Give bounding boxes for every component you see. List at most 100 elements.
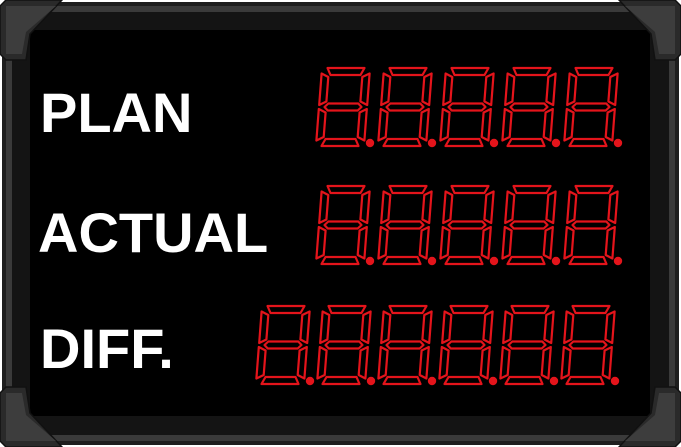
segment-e (563, 225, 575, 260)
digit (501, 184, 561, 266)
segment-g (571, 102, 611, 112)
segment-f (442, 190, 454, 225)
digit (499, 304, 559, 386)
segment-b (604, 310, 616, 345)
segment-e (316, 345, 328, 380)
segment-f (380, 310, 392, 345)
segment-c (356, 107, 368, 142)
segment-d (506, 137, 546, 148)
segment-e (560, 345, 572, 380)
segment-g (447, 220, 487, 230)
segment-d (444, 255, 484, 266)
digit (255, 304, 315, 386)
segment-a (326, 66, 366, 77)
segment-g (385, 102, 425, 112)
decimal-point (427, 256, 437, 266)
corner-cap-top-left (0, 0, 64, 61)
segment-c (357, 345, 369, 380)
segment-e (501, 225, 513, 260)
segment-c (604, 225, 616, 260)
corner-cap-bottom-left (0, 386, 64, 447)
segment-g (568, 340, 608, 350)
segment-e (439, 107, 451, 142)
segment-e (315, 107, 327, 142)
segment-b (421, 310, 433, 345)
segment-g (263, 340, 303, 350)
segment-a (574, 66, 614, 77)
segment-d (382, 255, 422, 266)
segment-b (483, 72, 495, 107)
segment-c (601, 345, 613, 380)
segment-a (450, 66, 490, 77)
segment-a (512, 184, 552, 195)
segment-f (318, 72, 330, 107)
segment-c (540, 345, 552, 380)
segment-e (438, 345, 450, 380)
segment-f (566, 190, 578, 225)
segment-e (563, 107, 575, 142)
segment-e (377, 107, 389, 142)
decimal-point (613, 138, 623, 148)
segment-d (565, 375, 605, 386)
segment-a (266, 304, 306, 315)
digit (563, 66, 623, 148)
corner-cap-bottom-right (617, 386, 681, 447)
decimal-point (613, 256, 623, 266)
segment-d (382, 375, 422, 386)
segment-g (324, 340, 364, 350)
segment-a (326, 184, 366, 195)
segment-a (388, 66, 428, 77)
segment-c (356, 225, 368, 260)
digit (563, 184, 623, 266)
segment-b (607, 72, 619, 107)
segment-d (320, 255, 360, 266)
digit (439, 66, 499, 148)
segment-a (510, 304, 550, 315)
decimal-point (427, 376, 437, 386)
segment-b (359, 190, 371, 225)
segment-d (382, 137, 422, 148)
segment-g (323, 102, 363, 112)
segment-e (501, 107, 513, 142)
diff-digits (255, 304, 620, 386)
digit (560, 304, 620, 386)
segment-g (323, 220, 363, 230)
segment-b (483, 190, 495, 225)
segment-f (441, 310, 453, 345)
segment-g (385, 340, 425, 350)
segment-g (509, 220, 549, 230)
actual-digits (315, 184, 623, 266)
segment-d (321, 375, 361, 386)
segment-e (439, 225, 451, 260)
decimal-point (551, 256, 561, 266)
decimal-point (365, 256, 375, 266)
segment-g (385, 220, 425, 230)
decimal-point (489, 256, 499, 266)
segment-f (502, 310, 514, 345)
segment-c (542, 107, 554, 142)
segment-b (482, 310, 494, 345)
decimal-point (427, 138, 437, 148)
segment-g (571, 220, 611, 230)
segment-a (574, 184, 614, 195)
segment-d (444, 137, 484, 148)
segment-b (543, 310, 555, 345)
digit (377, 184, 437, 266)
segment-f (380, 190, 392, 225)
decimal-point (610, 376, 620, 386)
segment-d (568, 137, 608, 148)
segment-b (359, 72, 371, 107)
digit (315, 66, 375, 148)
segment-c (418, 107, 430, 142)
decimal-point (549, 376, 559, 386)
segment-a (571, 304, 611, 315)
segment-a (388, 304, 428, 315)
segment-a (512, 66, 552, 77)
segment-f (258, 310, 270, 345)
digit (377, 304, 437, 386)
segment-a (449, 304, 489, 315)
segment-b (360, 310, 372, 345)
segment-g (507, 340, 547, 350)
row-label-plan: PLAN (40, 81, 192, 144)
segment-a (388, 184, 428, 195)
